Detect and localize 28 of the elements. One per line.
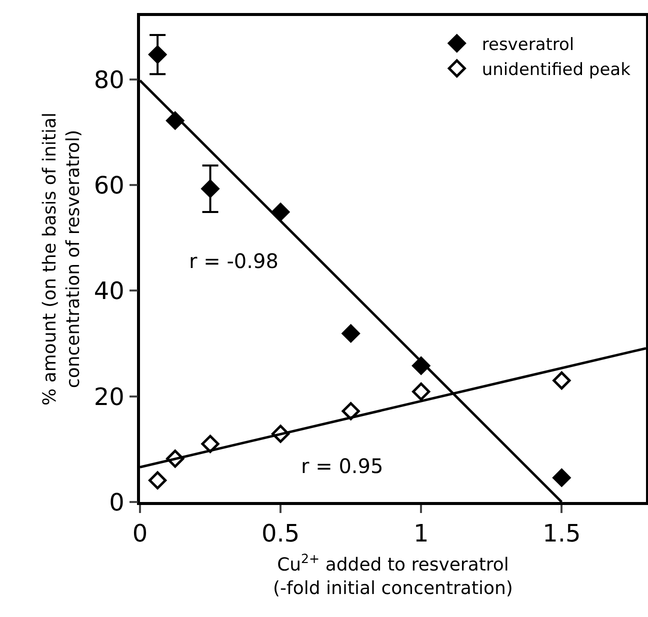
y-tick-label: 80: [94, 66, 124, 94]
legend-label: resveratrol: [482, 34, 574, 55]
point: [342, 402, 360, 420]
point: [272, 424, 290, 443]
point: [166, 450, 184, 468]
y-tick-label: 20: [94, 382, 124, 411]
point: [201, 434, 220, 453]
point: [272, 202, 290, 222]
point: [342, 324, 360, 343]
y-axis-title: % amount (on the basis of initial concentration of resveratrol): [40, 112, 84, 406]
point: [552, 468, 571, 487]
annotation: r = -0.98: [189, 249, 278, 273]
x-tick-label: 0: [132, 520, 148, 548]
legend-label: unidentified peak: [482, 60, 631, 80]
point: [148, 46, 167, 64]
x-tick-label: 1.5: [542, 520, 581, 548]
point: [552, 371, 571, 390]
x-tick-label: 1: [413, 520, 429, 548]
y-tick-label: 0: [109, 488, 124, 516]
x-tick-label: 0.5: [261, 520, 300, 548]
y-tick-label: 40: [94, 277, 124, 306]
point: [412, 382, 430, 401]
point: [201, 180, 220, 198]
annotation: r = 0.95: [301, 454, 384, 478]
x-axis-title: Cu$^{2+}$ added to resveratrol (-fold initial concentration): [273, 551, 513, 600]
point: [166, 112, 184, 130]
point: [148, 471, 167, 490]
y-tick-label: 60: [94, 171, 124, 200]
